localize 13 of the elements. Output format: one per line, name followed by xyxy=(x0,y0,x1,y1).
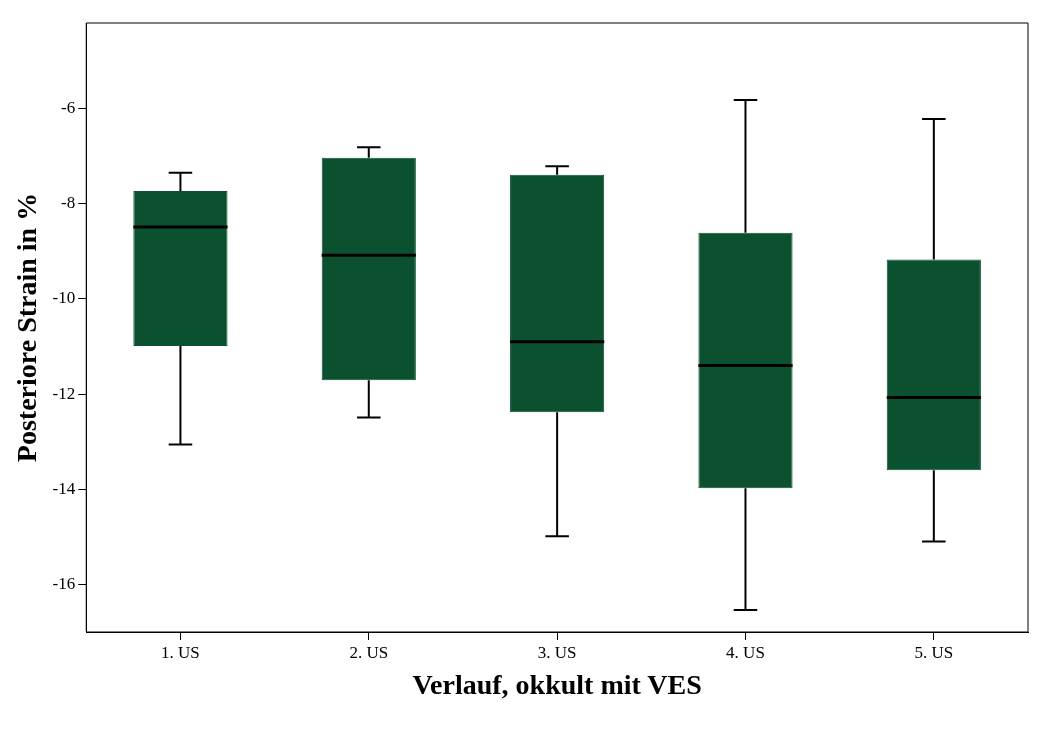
y-tick-label: -14 xyxy=(52,478,76,498)
y-axis-title: Posteriore Strain in % xyxy=(11,192,43,463)
x-tick-label: 5. US xyxy=(914,642,954,662)
y-tick-label: -10 xyxy=(52,288,76,308)
y-tick-label: -6 xyxy=(61,98,76,118)
x-tick-label: 3. US xyxy=(537,642,577,662)
x-tick-label: 2. US xyxy=(349,642,389,662)
y-tick-label: -8 xyxy=(61,193,76,213)
x-axis-title: Verlauf, okkult mit VES xyxy=(412,669,702,701)
x-tick-label: 1. US xyxy=(161,642,200,662)
y-tick-label: -12 xyxy=(52,383,76,403)
x-tick-label: 4. US xyxy=(726,642,765,662)
y-tick-label: -16 xyxy=(52,573,76,593)
